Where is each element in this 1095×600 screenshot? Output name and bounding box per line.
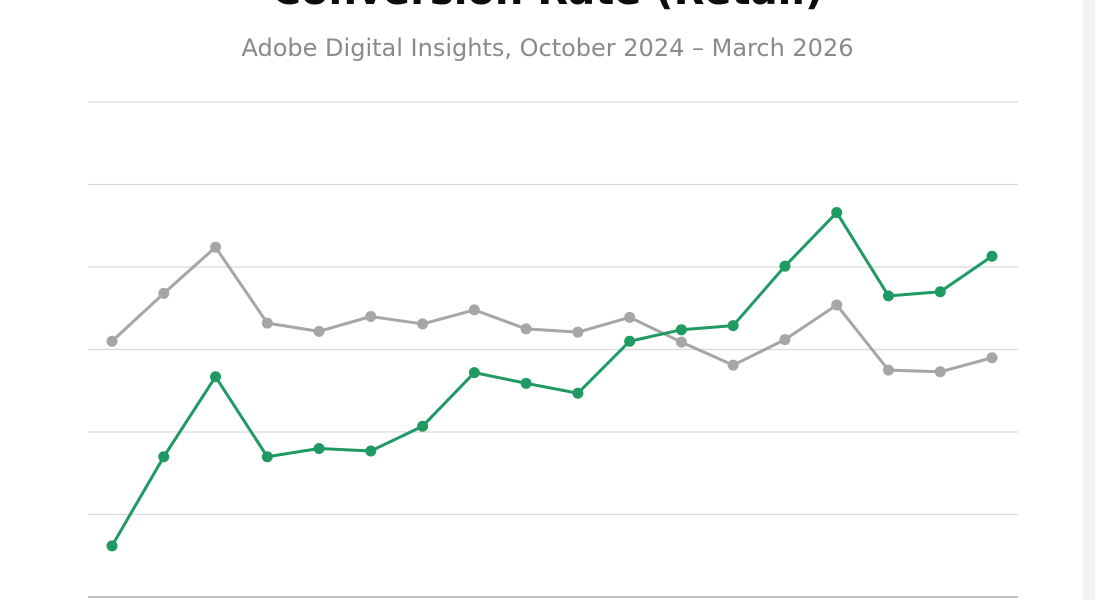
data-point [882, 290, 894, 302]
data-point [520, 323, 532, 335]
data-point [934, 366, 946, 378]
series-2 [106, 207, 998, 552]
data-point [934, 286, 946, 298]
page-edge [1083, 0, 1095, 600]
data-point [986, 352, 998, 364]
data-point [365, 445, 377, 457]
data-point [572, 387, 584, 399]
data-point [365, 311, 377, 322]
data-point [261, 317, 273, 329]
data-point [313, 325, 325, 337]
data-point [106, 540, 118, 552]
data-point [986, 250, 998, 262]
data-point [158, 451, 170, 463]
data-point [882, 364, 894, 376]
series-line [110, 211, 994, 548]
data-point [624, 335, 636, 347]
data-point [675, 336, 687, 348]
data-point [417, 318, 429, 330]
data-point [106, 335, 118, 347]
data-point [468, 367, 480, 379]
data-point [675, 324, 687, 336]
data-point [831, 207, 843, 219]
data-point [727, 320, 739, 332]
data-point [158, 287, 170, 299]
chart-subtitle: Adobe Digital Insights, October 2024 – M… [241, 34, 854, 62]
series-lines [106, 207, 998, 552]
data-point [572, 326, 584, 338]
data-point [831, 299, 843, 311]
series-line [110, 245, 994, 374]
series-1 [106, 241, 998, 378]
data-point [313, 443, 325, 454]
chart-title: Conversion Rate (Retail) [0, 0, 1095, 16]
data-point [779, 334, 791, 346]
data-point [727, 359, 739, 371]
data-point [624, 311, 636, 323]
data-point [210, 371, 222, 383]
data-point [417, 420, 429, 432]
gridlines [88, 101, 1018, 598]
data-point [468, 304, 480, 316]
data-point [520, 377, 532, 389]
data-point [779, 260, 791, 272]
data-point [210, 241, 222, 253]
data-point [261, 451, 273, 463]
